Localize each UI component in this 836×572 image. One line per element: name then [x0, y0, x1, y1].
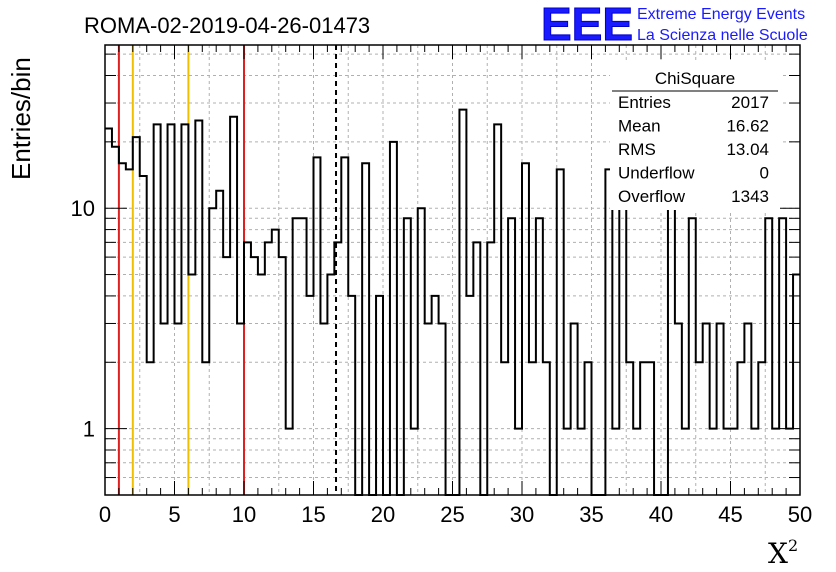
y-tick-labels: 1 10 — [71, 196, 95, 441]
x-tick-labels: 0 5 10 15 20 25 30 35 40 45 50 — [99, 502, 812, 527]
stats-row-label: Entries — [618, 93, 671, 112]
x-tick-label: 35 — [579, 502, 603, 527]
x-tick-label: 0 — [99, 502, 111, 527]
y-axis-label: Entries/bin — [6, 57, 36, 180]
x-tick-label: 30 — [510, 502, 534, 527]
chart-title: ROMA-02-2019-04-26-01473 — [84, 13, 370, 38]
stats-row-value: 1343 — [731, 187, 769, 206]
y-tick-label: 10 — [71, 196, 95, 221]
stats-box-title: ChiSquare — [655, 69, 735, 88]
stats-box-rows: Entries 2017 Mean 16.62 RMS 13.04 Underflow 0 Ov… — [618, 93, 769, 206]
x-tick-label: 15 — [301, 502, 325, 527]
stats-row-value: 2017 — [731, 93, 769, 112]
stats-row-value: 16.62 — [726, 117, 769, 136]
eee-logo: EEE — [541, 0, 633, 50]
stats-row-label: Overflow — [618, 187, 686, 206]
stats-box-background — [610, 62, 780, 210]
marker-lines — [117, 45, 338, 495]
x-tick-label: 20 — [371, 502, 395, 527]
axis-ticks — [104, 45, 801, 495]
plot-frame — [104, 44, 801, 496]
logo-line-2: La Scienza nelle Scuole — [637, 27, 808, 44]
x-tick-label: 10 — [232, 502, 256, 527]
x-axis-label-sup: 2 — [788, 536, 798, 555]
x-axis-label-main: X — [768, 537, 788, 570]
stats-row-value: 13.04 — [726, 140, 769, 159]
x-tick-label: 5 — [168, 502, 180, 527]
stats-row-label: Underflow — [618, 164, 695, 183]
x-tick-label: 25 — [440, 502, 464, 527]
stats-row-label: Mean — [618, 117, 661, 136]
x-tick-label: 40 — [649, 502, 673, 527]
stats-row-label: RMS — [618, 140, 656, 159]
x-tick-label: 45 — [718, 502, 742, 527]
stats-row-value: 0 — [760, 164, 769, 183]
x-tick-label: 50 — [788, 502, 812, 527]
histogram-line — [105, 108, 800, 496]
stats-box: ChiSquare Entries 2017 Mean 16.62 RMS 13.04 Un… — [610, 62, 780, 210]
x-axis-label: X2 — [768, 536, 798, 570]
y-tick-label: 1 — [83, 417, 95, 442]
logo-line-1: Extreme Energy Events — [637, 6, 805, 23]
